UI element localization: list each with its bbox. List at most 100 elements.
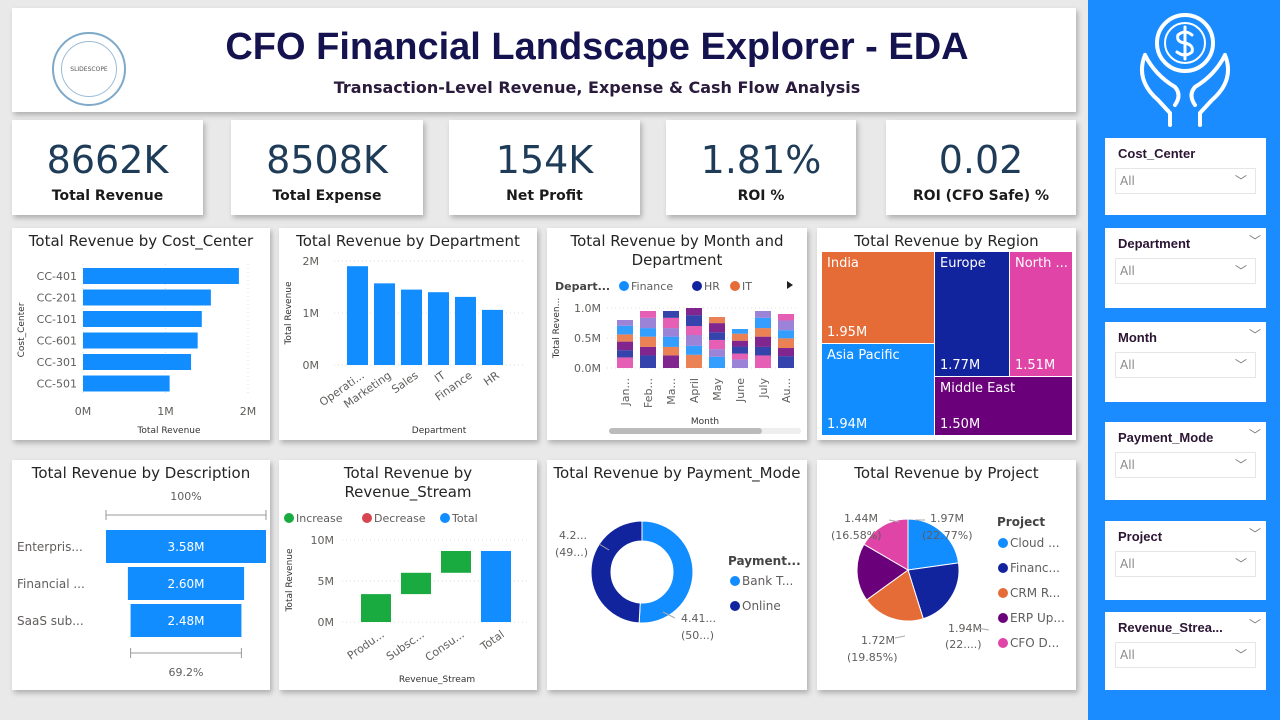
- chevron-down-icon[interactable]: ﹀: [1248, 618, 1261, 632]
- ribbon-segment[interactable]: [778, 338, 794, 349]
- ribbon-segment[interactable]: [640, 336, 656, 347]
- bar[interactable]: [347, 266, 368, 365]
- slicer-dropdown[interactable]: All ﹀: [1115, 352, 1256, 378]
- waterfall-bar[interactable]: [361, 594, 391, 622]
- ribbon-segment[interactable]: [617, 334, 633, 342]
- ribbon-segment[interactable]: [778, 320, 794, 331]
- ribbon-segment[interactable]: [640, 346, 656, 356]
- ribbon-segment[interactable]: [709, 323, 725, 333]
- ribbon-segment[interactable]: [663, 336, 679, 347]
- chart-cost-center[interactable]: Total Revenue by Cost_Center 0M 1M 2M CC-40…: [12, 228, 270, 440]
- ribbon-segment[interactable]: [663, 311, 679, 318]
- ribbon-segment[interactable]: [709, 317, 725, 324]
- slicer-project[interactable]: Project ﹀ All ﹀: [1105, 521, 1266, 600]
- treemap-tile[interactable]: Middle East 1.50M: [935, 377, 1072, 435]
- slicer-cost-center[interactable]: Cost_Center All ﹀: [1105, 138, 1266, 215]
- ribbon-segment[interactable]: [617, 350, 633, 358]
- ribbon-segment[interactable]: [778, 356, 794, 368]
- pie-slice[interactable]: [856, 543, 909, 601]
- treemap-tile[interactable]: India 1.95M: [822, 252, 934, 343]
- ribbon-segment[interactable]: [617, 320, 633, 326]
- ribbon-segment[interactable]: [686, 335, 702, 346]
- ribbon-segment[interactable]: [663, 355, 679, 368]
- ribbon-segment[interactable]: [778, 314, 794, 321]
- slicer-dropdown[interactable]: All ﹀: [1115, 168, 1256, 194]
- funnel-bar[interactable]: [127, 567, 245, 600]
- ribbon-segment[interactable]: [617, 357, 633, 368]
- ribbon-segment[interactable]: [778, 348, 794, 357]
- chart-department[interactable]: Total Revenue by Department 0M 1M 2M Operat…: [279, 228, 537, 440]
- chevron-down-icon[interactable]: ﹀: [1248, 527, 1261, 541]
- pie-slice[interactable]: [907, 518, 960, 571]
- chart-project[interactable]: Total Revenue by Project 1.97M (22.77%) 1.…: [817, 460, 1076, 690]
- ribbon-segment[interactable]: [663, 328, 679, 337]
- slicer-payment-mode[interactable]: Payment_Mode ﹀ All ﹀: [1105, 422, 1266, 500]
- ribbon-segment[interactable]: [686, 315, 702, 326]
- funnel-bar[interactable]: [106, 530, 266, 563]
- ribbon-segment[interactable]: [640, 317, 656, 329]
- ribbon-segment[interactable]: [686, 345, 702, 355]
- waterfall-bar[interactable]: [401, 572, 431, 595]
- ribbon-segment[interactable]: [755, 311, 771, 318]
- waterfall-bar[interactable]: [481, 550, 511, 622]
- bar[interactable]: [374, 283, 395, 365]
- treemap-tile[interactable]: Europe 1.77M: [935, 252, 1009, 376]
- ribbon-segment[interactable]: [663, 346, 679, 356]
- ribbon-segment[interactable]: [732, 333, 748, 341]
- pie-slice[interactable]: [907, 562, 960, 620]
- ribbon-segment[interactable]: [732, 346, 748, 354]
- ribbon-segment[interactable]: [755, 328, 771, 337]
- slicer-dropdown[interactable]: All ﹀: [1115, 258, 1256, 284]
- chevron-down-icon[interactable]: ﹀: [1248, 234, 1261, 248]
- ribbon-segment[interactable]: [732, 353, 748, 360]
- ribbon-segment[interactable]: [755, 336, 771, 347]
- bar[interactable]: [482, 309, 503, 365]
- ribbon-segment[interactable]: [640, 311, 656, 318]
- treemap-tile[interactable]: Asia Pacific 1.94M: [822, 344, 934, 435]
- ribbon-segment[interactable]: [686, 354, 702, 368]
- ribbon-segment[interactable]: [617, 341, 633, 351]
- chart-month-department[interactable]: Total Revenue by Month and Department De…: [547, 228, 807, 440]
- funnel-bar[interactable]: [130, 604, 242, 637]
- bar[interactable]: [83, 268, 239, 284]
- ribbon-segment[interactable]: [709, 349, 725, 357]
- ribbon-segment[interactable]: [686, 308, 702, 316]
- ribbon-segment[interactable]: [709, 356, 725, 368]
- chart-payment-mode[interactable]: Total Revenue by Payment_Mode 4.41... (50…: [547, 460, 807, 690]
- slicer-dropdown[interactable]: All ﹀: [1115, 642, 1256, 668]
- slicer-revenue-stream[interactable]: Revenue_Strea... ﹀ All ﹀: [1105, 612, 1266, 690]
- ribbon-segment[interactable]: [617, 325, 633, 335]
- bar[interactable]: [83, 332, 198, 349]
- slicer-dropdown[interactable]: All ﹀: [1115, 452, 1256, 478]
- pie-slice[interactable]: [863, 518, 909, 571]
- treemap-tile[interactable]: North ... 1.51M: [1010, 252, 1072, 376]
- chart-region[interactable]: Total Revenue by Region India 1.95M Asia …: [817, 228, 1076, 440]
- chart-description[interactable]: Total Revenue by Description 100% 3.58M En…: [12, 460, 270, 690]
- chevron-down-icon[interactable]: ﹀: [1248, 328, 1261, 342]
- ribbon-segment[interactable]: [709, 332, 725, 340]
- ribbon-segment[interactable]: [732, 359, 748, 368]
- waterfall-bar[interactable]: [441, 550, 471, 573]
- bar[interactable]: [401, 289, 422, 365]
- ribbon-segment[interactable]: [640, 355, 656, 368]
- chart-revenue-stream[interactable]: Total Revenue by Revenue_Stream Increase…: [279, 460, 537, 690]
- slicer-month[interactable]: Month ﹀ All ﹀: [1105, 322, 1266, 402]
- ribbon-segment[interactable]: [755, 355, 771, 368]
- bar[interactable]: [83, 375, 170, 392]
- chevron-down-icon[interactable]: ﹀: [1248, 428, 1261, 442]
- bar[interactable]: [83, 289, 211, 306]
- ribbon-segment[interactable]: [755, 317, 771, 329]
- ribbon-segment[interactable]: [663, 317, 679, 329]
- bar[interactable]: [83, 354, 192, 370]
- ribbon-segment[interactable]: [709, 339, 725, 350]
- donut-slice[interactable]: [590, 520, 643, 624]
- pie-slice[interactable]: [866, 569, 924, 622]
- bar[interactable]: [83, 311, 202, 327]
- ribbon-segment[interactable]: [732, 329, 748, 334]
- slicer-department[interactable]: Department ﹀ All ﹀: [1105, 228, 1266, 308]
- ribbon-segment[interactable]: [755, 346, 771, 356]
- bar[interactable]: [455, 296, 476, 365]
- ribbon-segment[interactable]: [732, 340, 748, 347]
- scrollbar-thumb[interactable]: [609, 428, 762, 434]
- ribbon-segment[interactable]: [686, 326, 702, 335]
